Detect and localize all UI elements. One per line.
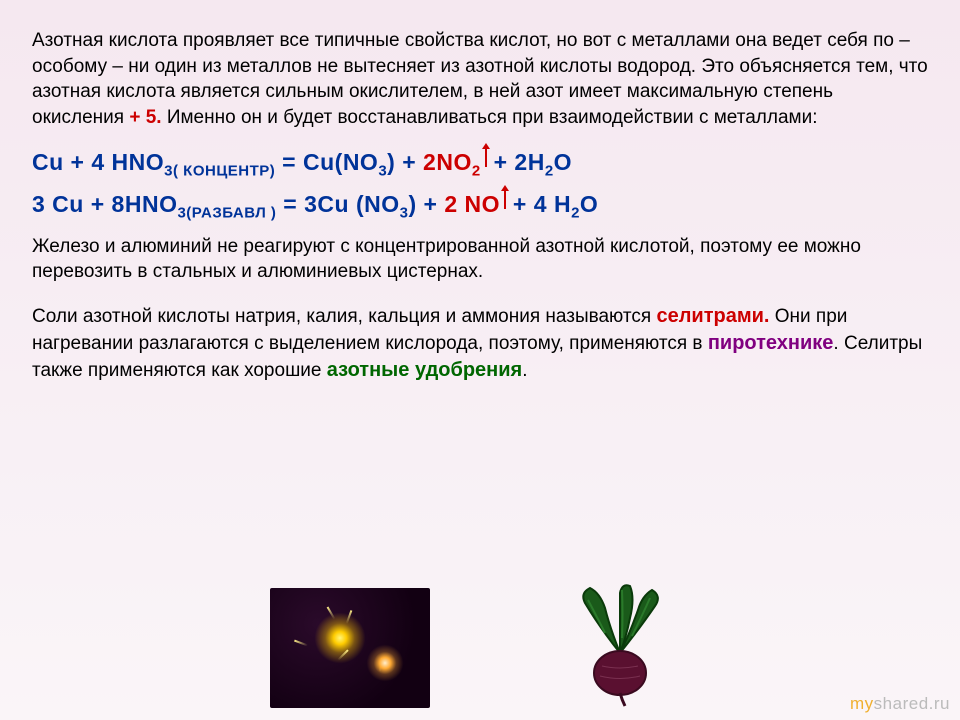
term-fertilizer: азотные удобрения bbox=[327, 359, 522, 381]
watermark-my: my bbox=[850, 694, 874, 713]
eq1-product: 2NO2 bbox=[423, 149, 487, 175]
beet-image bbox=[550, 578, 690, 708]
gas-arrow-icon bbox=[485, 149, 487, 167]
term-pyrotechnics: пиротехнике bbox=[708, 332, 834, 354]
eq1-r2: + 2H bbox=[487, 149, 545, 175]
iron-aluminum-paragraph: Железо и алюминий не реагируют с концент… bbox=[32, 234, 928, 285]
intro-paragraph: Азотная кислота проявляет все типичные с… bbox=[32, 28, 928, 131]
eq2-product: 2 NO bbox=[444, 191, 506, 217]
intro-text-2: Именно он и будет восстанавливаться при … bbox=[162, 107, 818, 128]
saltpeter-paragraph: Соли азотной кислоты натрия, калия, каль… bbox=[32, 303, 928, 384]
eq1-sub2: 3 bbox=[378, 162, 387, 179]
eq1-r3: O bbox=[554, 149, 572, 175]
gas-arrow-icon bbox=[504, 191, 506, 209]
eq1-sub1: 3( КОНЦЕНТР) bbox=[164, 162, 275, 179]
watermark-rest: shared.ru bbox=[874, 694, 950, 713]
eq2-r1: ) + bbox=[408, 191, 444, 217]
eq1-lhs: Cu + 4 HNO bbox=[32, 149, 164, 175]
images-row bbox=[0, 578, 960, 708]
eq2-sub1: 3(РАЗБАВЛ ) bbox=[177, 205, 276, 222]
equation-concentrated: Cu + 4 HNO3( КОНЦЕНТР) = Cu(NO3) + 2NO2 … bbox=[32, 149, 928, 180]
p3-t4: . bbox=[522, 360, 527, 381]
equation-dilute: 3 Cu + 8HNO3(РАЗБАВЛ ) = 3Cu (NO3) + 2 N… bbox=[32, 191, 928, 222]
eq1-r1: ) + bbox=[387, 149, 423, 175]
eq2-mid: = 3Cu (NO bbox=[276, 191, 399, 217]
oxidation-state: + 5. bbox=[129, 107, 161, 128]
term-selitry: селитрами. bbox=[656, 305, 769, 327]
eq2-r2: + 4 H bbox=[506, 191, 571, 217]
eq2-lhs: 3 Cu + 8HNO bbox=[32, 191, 177, 217]
eq2-r3: O bbox=[580, 191, 598, 217]
eq1-sub3: 2 bbox=[545, 162, 554, 179]
watermark: myshared.ru bbox=[850, 694, 950, 714]
p3-t1: Соли азотной кислоты натрия, калия, каль… bbox=[32, 306, 656, 327]
firework-image bbox=[270, 588, 430, 708]
eq2-sub3: 2 bbox=[571, 205, 580, 222]
eq1-mid: = Cu(NO bbox=[275, 149, 378, 175]
